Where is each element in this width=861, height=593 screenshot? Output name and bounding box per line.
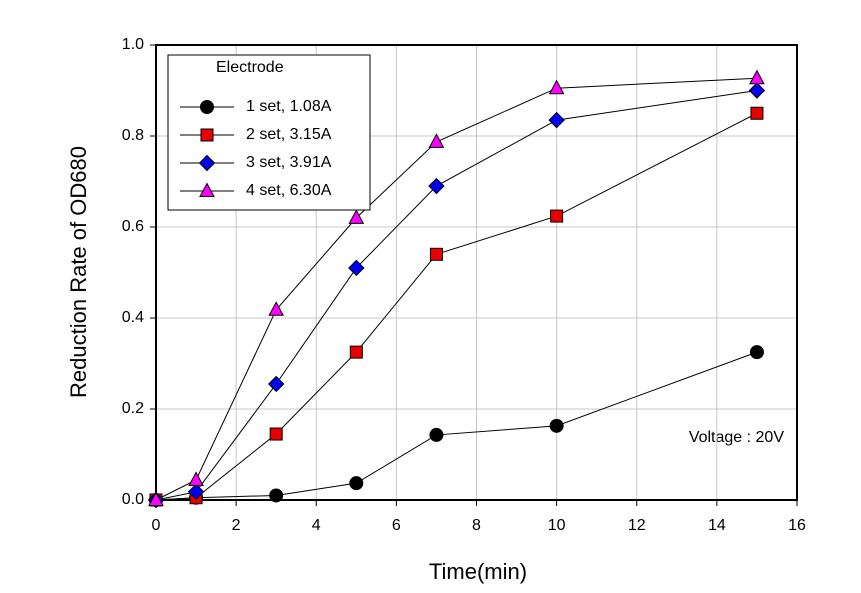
x-tick-label: 16 — [788, 517, 806, 534]
point — [348, 209, 365, 224]
y-tick-label: 1.0 — [122, 36, 144, 53]
point — [269, 427, 283, 441]
x-tick-label: 12 — [628, 517, 646, 534]
point — [428, 177, 445, 195]
point — [429, 247, 443, 261]
legend-marker — [199, 182, 215, 197]
legend-label: 1 set, 1.08A — [246, 98, 332, 115]
x-axis-label: Time(min) — [429, 559, 527, 584]
point — [349, 476, 364, 491]
legend-label: 3 set, 3.91A — [246, 154, 332, 171]
point — [548, 111, 565, 129]
point — [750, 106, 764, 120]
legend-marker — [200, 100, 214, 114]
point — [188, 471, 204, 486]
point — [268, 301, 285, 316]
legend-title: Electrode — [216, 59, 284, 76]
point — [267, 375, 285, 393]
x-tick-label: 10 — [548, 517, 566, 534]
x-tick-label: 4 — [312, 517, 321, 534]
x-tick-label: 2 — [232, 517, 241, 534]
x-tick-label: 14 — [708, 517, 726, 534]
point — [187, 483, 205, 501]
point — [548, 79, 565, 95]
y-axis-label: Reduction Rate of OD680 — [66, 146, 91, 398]
y-tick-label: 0.4 — [122, 309, 144, 326]
legend-marker — [198, 154, 216, 172]
y-tick-label: 0.8 — [122, 127, 144, 144]
point — [748, 82, 766, 99]
point — [349, 345, 363, 359]
point — [348, 259, 365, 277]
legend-label: 4 set, 6.30A — [246, 182, 332, 199]
x-tick-label: 6 — [392, 517, 401, 534]
y-tick-label: 0.0 — [122, 491, 144, 508]
x-tick-label: 8 — [472, 517, 481, 534]
point — [429, 427, 444, 442]
annotation: Voltage : 20V — [689, 429, 785, 446]
plot-frame — [155, 44, 798, 501]
point — [428, 133, 445, 148]
point — [550, 209, 564, 223]
y-tick-label: 0.6 — [122, 218, 144, 235]
point — [549, 418, 564, 433]
point — [749, 345, 764, 360]
y-tick-label: 0.2 — [122, 400, 144, 417]
x-tick-label: 0 — [152, 517, 161, 534]
point — [749, 69, 765, 85]
legend-label: 2 set, 3.15A — [246, 126, 332, 143]
point — [269, 488, 284, 503]
point — [148, 491, 164, 506]
legend-marker — [200, 128, 214, 142]
